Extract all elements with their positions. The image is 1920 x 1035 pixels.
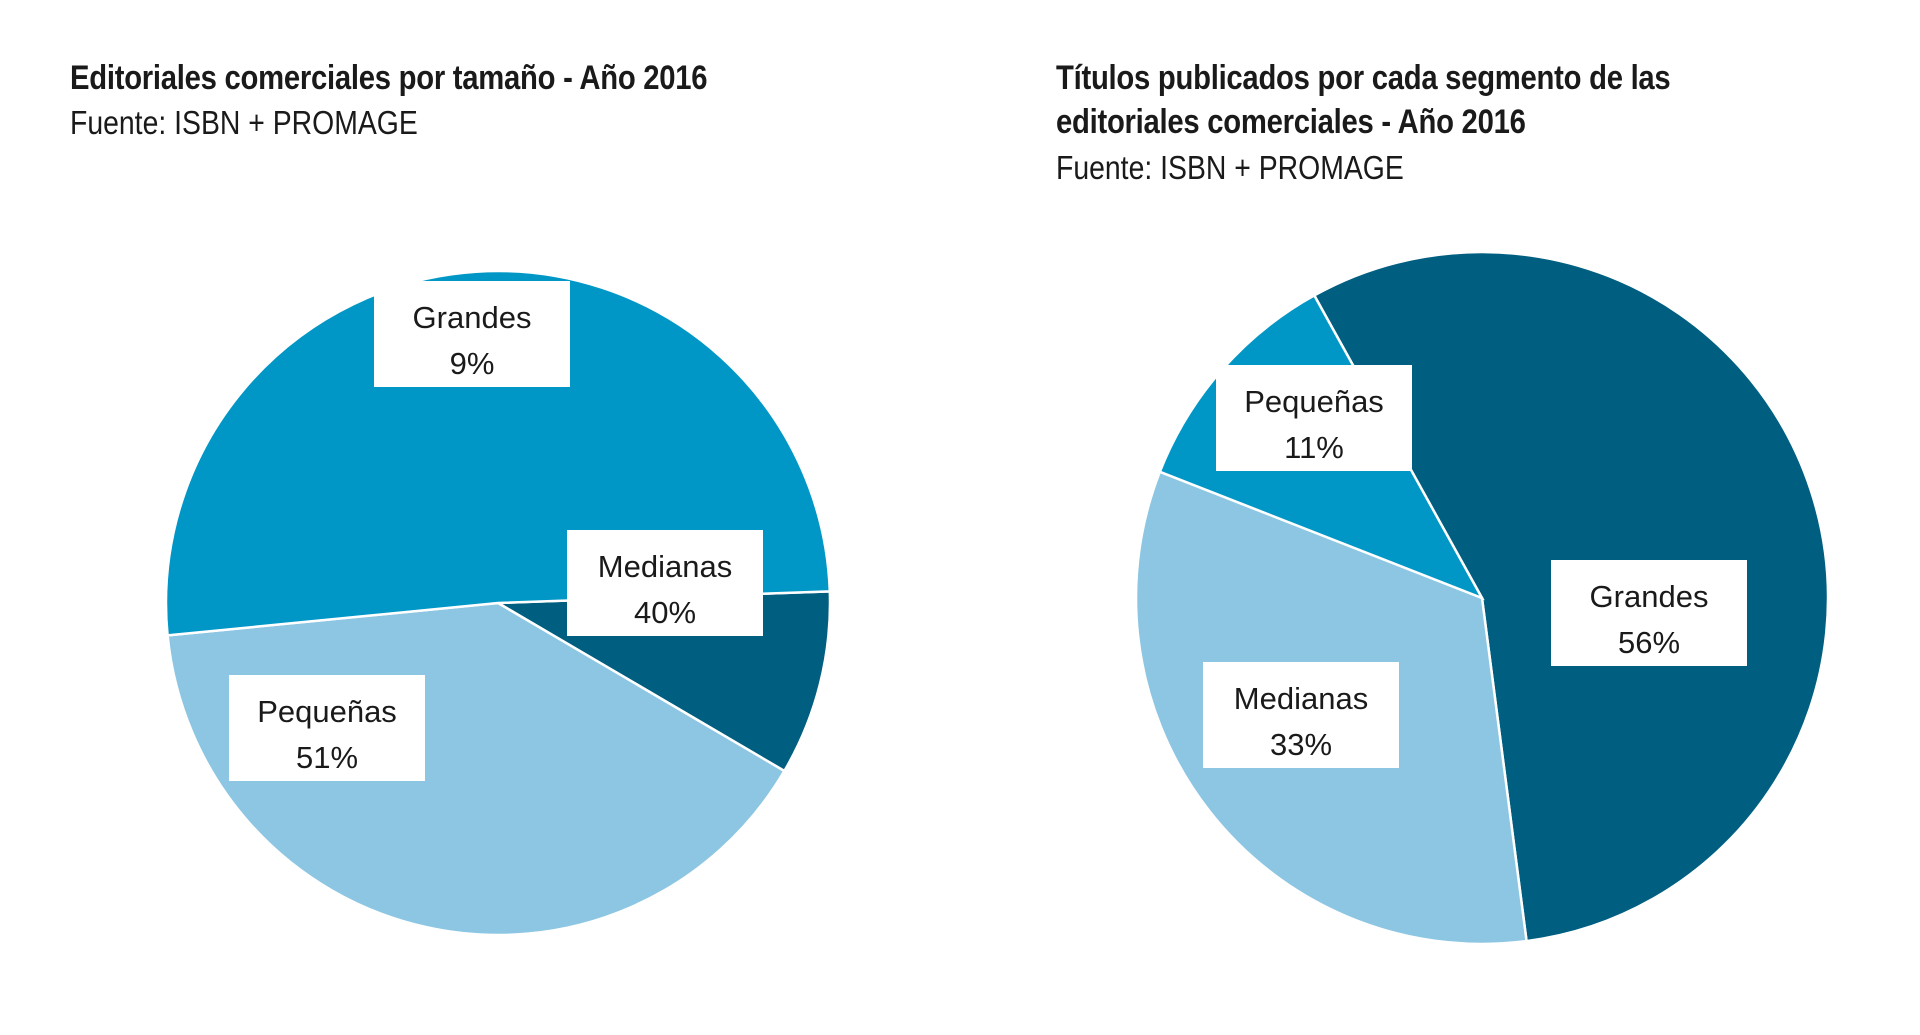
data-label-box	[567, 530, 763, 636]
chart-title: Editoriales comerciales por tamaño - Año…	[70, 59, 708, 97]
slice-category-label: Pequeñas	[1244, 384, 1384, 419]
data-label-box	[1551, 560, 1747, 666]
slice-category-label: Medianas	[1234, 681, 1368, 716]
slice-category-label: Grandes	[413, 300, 532, 335]
data-label-medianas: Medianas 33%	[1203, 662, 1399, 768]
data-label-pequenas: Pequeñas 51%	[229, 675, 425, 781]
data-label-box	[229, 675, 425, 781]
slice-value-label: 40%	[634, 595, 696, 630]
data-label-grandes: Grandes 56%	[1551, 560, 1747, 666]
data-label-box	[1216, 365, 1412, 471]
slice-value-label: 11%	[1284, 430, 1344, 465]
pie-chart-right: Grandes 56% Medianas 33% Pequeñas 11%	[1134, 250, 1830, 946]
slice-value-label: 56%	[1618, 625, 1680, 660]
data-label-box	[374, 281, 570, 387]
chart-title: Títulos publicados por cada segmento de …	[1056, 59, 1671, 141]
pie-chart-left: Grandes 9% Medianas 40% Pequeñas 51%	[164, 269, 832, 937]
chart-panel-right: Títulos publicados por cada segmento de …	[960, 0, 1920, 1035]
slice-value-label: 33%	[1270, 727, 1332, 762]
chart-source: Fuente: ISBN + PROMAGE	[70, 104, 418, 141]
slice-category-label: Medianas	[598, 549, 732, 584]
slice-category-label: Pequeñas	[257, 694, 397, 729]
chart-panel-left: Editoriales comerciales por tamaño - Año…	[70, 59, 832, 937]
slice-value-label: 51%	[296, 740, 358, 775]
data-label-box	[1203, 662, 1399, 768]
data-label-medianas: Medianas 40%	[567, 530, 763, 636]
data-label-pequenas: Pequeñas 11%	[1216, 365, 1412, 471]
slice-value-label: 9%	[450, 346, 495, 381]
chart-source: Fuente: ISBN + PROMAGE	[1056, 149, 1404, 186]
data-label-grandes: Grandes 9%	[374, 281, 570, 387]
pie-slice-grandes	[493, 590, 832, 773]
slice-category-label: Grandes	[1590, 579, 1709, 614]
